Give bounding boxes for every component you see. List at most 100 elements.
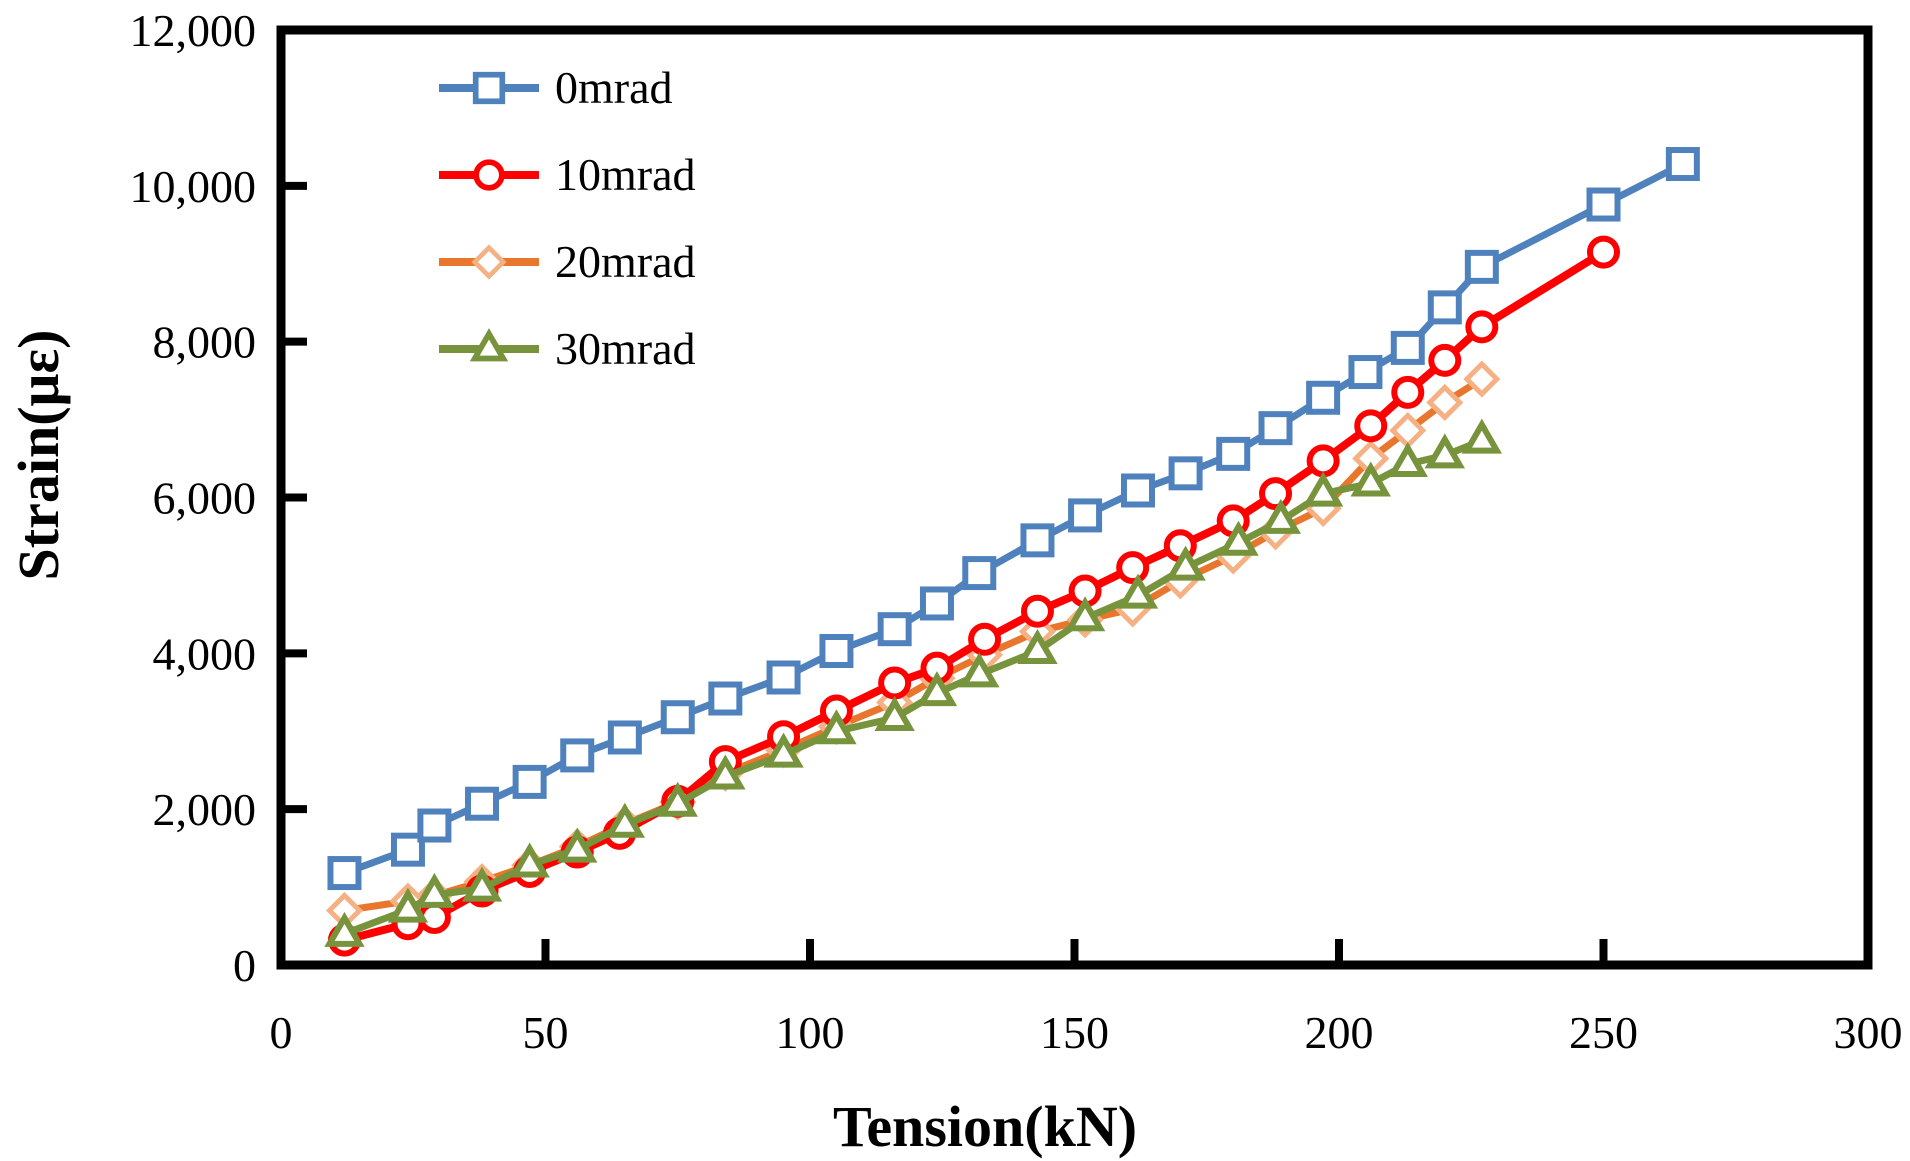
data-point-0mrad	[607, 720, 642, 755]
chart-legend: 0mrad 10mrad 20mrad 30mrad	[437, 44, 696, 392]
data-point-30mrad	[1424, 433, 1465, 469]
data-point-30mrad	[414, 872, 455, 908]
y-tick-label: 4,000	[153, 628, 257, 679]
data-point-30mrad	[705, 754, 746, 790]
data-point-0mrad	[327, 856, 362, 891]
legend-marker-glyph	[469, 327, 509, 361]
y-axis-title: Strain(με)	[6, 330, 71, 581]
data-point-0mrad	[919, 586, 954, 621]
data-point-30mrad	[324, 911, 365, 947]
data-point-10mrad	[1020, 594, 1054, 628]
legend-marker-glyph	[472, 71, 506, 104]
x-tick-label: 100	[776, 1007, 845, 1058]
data-point-0mrad	[1216, 436, 1251, 471]
legend-item-20mrad: 20mrad	[437, 218, 696, 305]
data-point-0mrad	[766, 660, 801, 695]
data-point-30mrad	[1302, 471, 1344, 507]
data-point-0mrad	[962, 556, 997, 591]
legend-label: 0mrad	[555, 61, 673, 113]
x-axis-title: Tension(kN)	[833, 1094, 1137, 1159]
data-point-10mrad	[1354, 409, 1388, 443]
legend-label: 20mrad	[555, 235, 696, 287]
data-point-30mrad	[1387, 441, 1428, 477]
legend-item-10mrad: 10mrad	[437, 131, 696, 218]
data-point-30mrad	[1165, 545, 1206, 581]
data-point-10mrad	[1306, 444, 1340, 478]
data-point-0mrad	[1348, 355, 1383, 390]
data-point-0mrad	[1665, 147, 1700, 182]
data-point-10mrad	[1259, 477, 1293, 511]
x-tick-label: 250	[1569, 1007, 1638, 1058]
data-point-30mrad	[461, 866, 503, 902]
data-point-0mrad	[560, 738, 595, 773]
data-point-0mrad	[660, 700, 695, 735]
data-point-20mrad	[1463, 360, 1501, 398]
data-point-0mrad	[417, 808, 452, 843]
x-tick-label: 50	[523, 1007, 569, 1058]
data-point-0mrad	[465, 786, 500, 821]
data-point-30mrad	[916, 671, 958, 707]
y-tick-label: 12,000	[130, 5, 257, 56]
data-point-0mrad	[1390, 330, 1425, 365]
data-point-30mrad	[557, 827, 598, 863]
data-point-0mrad	[1258, 411, 1293, 446]
data-point-0mrad	[877, 612, 912, 647]
data-point-30mrad	[509, 842, 550, 878]
data-point-0mrad	[1120, 473, 1155, 508]
data-point-10mrad	[1587, 235, 1620, 269]
legend-label: 10mrad	[555, 148, 696, 200]
data-point-10mrad	[878, 666, 912, 700]
legend-marker-glyph	[473, 158, 505, 191]
legend-label: 30mrad	[555, 322, 696, 374]
series-0mrad	[327, 147, 1700, 891]
legend-marker-square-icon	[439, 71, 539, 104]
data-point-30mrad	[1350, 461, 1391, 497]
data-point-10mrad	[1391, 375, 1425, 409]
data-point-30mrad	[1461, 418, 1503, 454]
data-point-30mrad	[1064, 596, 1106, 632]
data-point-0mrad	[390, 832, 425, 867]
x-tick-label: 0	[270, 1007, 293, 1058]
data-point-0mrad	[1168, 456, 1203, 491]
data-point-10mrad	[1465, 310, 1499, 344]
x-tick-label: 150	[1040, 1007, 1109, 1058]
data-point-0mrad	[819, 633, 854, 668]
data-point-0mrad	[1020, 523, 1055, 558]
data-point-0mrad	[512, 764, 547, 799]
legend-marker-circle-icon	[439, 158, 539, 191]
data-point-30mrad	[657, 781, 698, 817]
y-tick-label: 10,000	[130, 161, 257, 212]
y-tick-label: 8,000	[153, 317, 257, 368]
data-point-0mrad	[1068, 498, 1103, 533]
data-point-0mrad	[708, 681, 743, 716]
legend-marker-glyph	[471, 243, 507, 280]
data-point-0mrad	[1427, 290, 1462, 325]
series-30mrad	[324, 418, 1503, 947]
y-tick-label: 6,000	[153, 473, 257, 524]
data-point-30mrad	[1117, 573, 1159, 609]
legend-item-0mrad: 0mrad	[437, 44, 696, 131]
legend-item-30mrad: 30mrad	[437, 305, 696, 392]
data-point-30mrad	[1017, 628, 1058, 664]
y-tick-label: 0	[233, 940, 256, 991]
data-point-10mrad	[1428, 343, 1462, 377]
data-point-0mrad	[1306, 380, 1341, 415]
data-point-0mrad	[1464, 249, 1499, 284]
data-point-30mrad	[1260, 498, 1302, 534]
data-point-30mrad	[763, 732, 804, 768]
data-point-30mrad	[874, 696, 915, 732]
data-point-10mrad	[968, 622, 1002, 656]
data-point-30mrad	[1218, 520, 1259, 556]
data-point-30mrad	[959, 652, 1000, 688]
data-point-20mrad	[1426, 383, 1464, 421]
plot-border	[276, 25, 1873, 970]
y-tick-label: 2,000	[153, 784, 257, 835]
data-point-30mrad	[604, 802, 646, 838]
data-point-0mrad	[1586, 187, 1621, 222]
x-tick-label: 200	[1305, 1007, 1374, 1058]
legend-marker-triangle-icon	[439, 327, 539, 361]
data-point-30mrad	[816, 709, 857, 745]
data-point-10mrad	[1116, 551, 1150, 585]
x-tick-label: 300	[1834, 1007, 1903, 1058]
